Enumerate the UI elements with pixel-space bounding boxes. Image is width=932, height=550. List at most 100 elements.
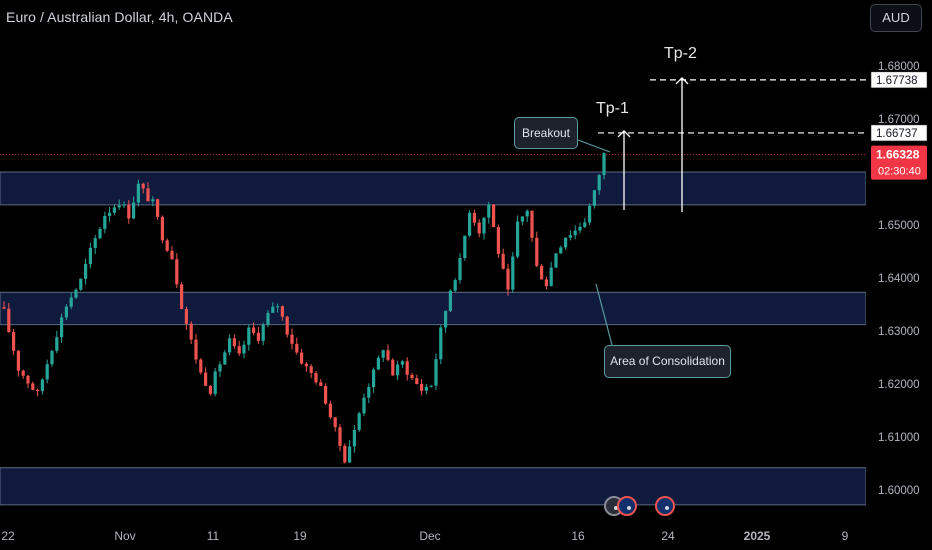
candle: [540, 264, 544, 280]
candle: [463, 235, 467, 261]
candle: [429, 385, 433, 388]
candle: [343, 443, 347, 464]
au-flag-event-icon[interactable]: [617, 496, 637, 516]
candle: [21, 369, 25, 379]
sr-zone-1[interactable]: [0, 171, 867, 206]
event-icons[interactable]: [604, 496, 675, 516]
tp2-arrow[interactable]: [675, 76, 689, 212]
price-tick-label: 1.64000: [878, 273, 920, 285]
candle: [26, 375, 30, 389]
target-price-tag-2[interactable]: 1.67738: [870, 71, 928, 89]
candle: [151, 196, 155, 207]
candle: [36, 388, 40, 397]
candle: [31, 381, 35, 391]
candle: [516, 215, 520, 259]
candle: [420, 379, 424, 396]
consolidation-pointer: [595, 283, 613, 346]
candle: [400, 359, 404, 368]
candle: [362, 393, 366, 417]
countdown-timer: 02:30:40: [878, 166, 921, 178]
breakout-pointer: [577, 139, 611, 153]
candle: [69, 292, 73, 310]
candle: [544, 276, 548, 290]
candle: [146, 182, 150, 202]
time-tick-label: 9: [842, 529, 849, 543]
candle: [396, 360, 400, 380]
time-tick-label: 22: [1, 529, 15, 543]
candle: [98, 226, 102, 240]
price-tick-label: 1.65000: [878, 220, 920, 232]
tp1-arrow[interactable]: [617, 130, 631, 210]
time-tick-label: Dec: [419, 529, 440, 543]
candle: [189, 321, 193, 345]
candle: [477, 219, 481, 238]
candle: [386, 344, 390, 362]
candle: [132, 196, 136, 220]
candle: [60, 313, 64, 343]
candle: [348, 440, 352, 463]
time-tick-label: 11: [207, 529, 220, 543]
au-flag-event-icon[interactable]: [655, 496, 675, 516]
candle: [45, 359, 49, 384]
target-price-label: 1.66737: [876, 128, 918, 140]
candle: [208, 384, 212, 396]
price-axis[interactable]: 1.60000 1.61000 1.62000 1.63000 1.64000 1.650…: [866, 0, 932, 550]
sr-zone-2[interactable]: [0, 291, 867, 326]
candle: [156, 198, 160, 220]
price-tick-label: 1.67000: [878, 114, 920, 126]
current-price-tag[interactable]: 1.66328 02:30:40: [871, 145, 927, 180]
candle: [328, 400, 332, 419]
candle: [194, 334, 198, 364]
candle: [40, 378, 44, 395]
time-axis[interactable]: 22 Nov 11 19 Dec 16 24 2025 9: [1, 529, 848, 543]
candle: [472, 209, 476, 226]
candle: [444, 310, 448, 333]
candle: [376, 355, 380, 370]
time-tick-label: 16: [571, 529, 585, 543]
target-price-label: 1.67738: [876, 75, 918, 87]
candle: [602, 152, 606, 180]
candle: [79, 278, 83, 292]
consolidation-callout[interactable]: Area of Consolidation: [604, 345, 731, 378]
candle: [74, 288, 78, 299]
current-price-value: 1.66328: [876, 148, 920, 162]
target-price-tag-1[interactable]: 1.66737: [870, 124, 928, 142]
candle: [458, 253, 462, 284]
candle: [501, 248, 505, 270]
candle: [588, 203, 592, 226]
candle: [122, 201, 126, 209]
candle: [439, 324, 443, 365]
candle: [511, 252, 515, 293]
candle: [242, 340, 246, 359]
candle: [88, 242, 92, 269]
time-tick-label: 24: [661, 529, 675, 543]
symbol-title: Euro / Australian Dollar, 4h, OANDA: [6, 9, 233, 25]
candle: [256, 326, 260, 345]
candle: [276, 303, 280, 313]
candle: [324, 383, 328, 405]
sr-zone-3[interactable]: [0, 467, 867, 506]
candle: [247, 324, 251, 351]
currency-button[interactable]: AUD: [870, 4, 922, 32]
candle: [7, 302, 11, 333]
candle: [319, 378, 323, 387]
breakout-callout[interactable]: Breakout: [514, 117, 578, 149]
candles-layer: [2, 152, 606, 464]
candle: [103, 211, 107, 234]
candle: [453, 278, 457, 293]
candle: [573, 225, 577, 240]
candle: [530, 210, 534, 242]
candle: [141, 182, 145, 194]
candle: [410, 372, 414, 380]
price-tick-label: 1.61000: [878, 432, 920, 444]
candle: [295, 337, 299, 355]
candle: [64, 304, 68, 321]
candle: [117, 199, 121, 210]
candle: [290, 328, 294, 350]
candle: [314, 371, 318, 385]
candle: [468, 210, 472, 238]
price-tick-label: 1.68000: [878, 61, 920, 73]
candle: [357, 411, 361, 432]
candle: [280, 305, 284, 321]
